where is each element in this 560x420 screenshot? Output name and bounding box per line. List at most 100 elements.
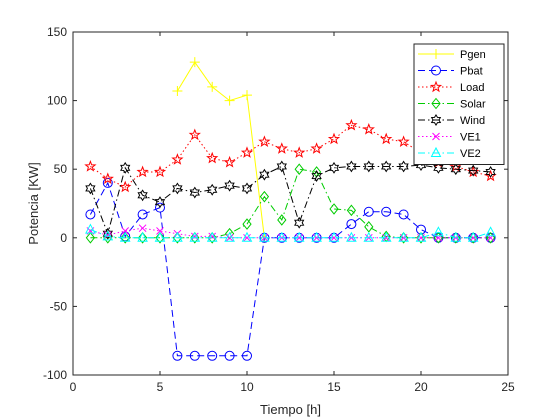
plot-area	[84, 57, 497, 361]
data-point	[223, 155, 236, 168]
data-point	[397, 135, 410, 147]
legend-box	[413, 43, 505, 165]
data-point	[84, 160, 97, 172]
data-point	[346, 231, 357, 242]
data-point	[451, 231, 461, 244]
data-point	[188, 128, 201, 141]
series-line	[90, 168, 491, 239]
legend-item-ve1: VE1	[418, 132, 481, 144]
legend-marker	[430, 114, 442, 126]
data-point	[243, 233, 251, 242]
data-point	[224, 231, 235, 242]
data-point	[207, 81, 218, 92]
data-point	[171, 153, 184, 165]
data-point	[206, 231, 218, 242]
data-point	[189, 350, 200, 361]
y-tick-label: 100	[47, 94, 67, 108]
y-tick-label: -50	[50, 299, 68, 313]
data-point	[136, 165, 149, 178]
data-point	[469, 233, 478, 242]
y-tick-label: 50	[54, 162, 68, 176]
data-point	[450, 163, 461, 176]
data-point	[381, 206, 392, 217]
data-point	[259, 168, 270, 181]
series-line	[176, 61, 265, 238]
x-tick-label: 15	[327, 380, 341, 394]
data-point	[467, 231, 479, 242]
legend-marker	[431, 49, 441, 59]
data-point	[138, 224, 147, 233]
legend-item-wind: Wind	[418, 114, 485, 127]
data-point	[259, 231, 270, 242]
data-point	[311, 231, 322, 242]
data-point	[276, 160, 287, 173]
data-point	[206, 151, 219, 164]
data-point	[154, 196, 166, 209]
legend-item-pgen: Pgen	[418, 49, 486, 61]
data-point	[380, 231, 392, 242]
legend-label: VE1	[460, 132, 481, 144]
data-point	[398, 209, 409, 220]
data-point	[102, 230, 114, 241]
data-point	[295, 233, 304, 242]
data-point	[328, 161, 340, 174]
y-axis-label: Potencia [KW]	[26, 162, 41, 244]
series-line	[90, 227, 491, 239]
data-point	[103, 231, 112, 239]
data-point	[345, 118, 358, 131]
data-point	[416, 224, 426, 235]
data-point	[224, 95, 235, 106]
data-point	[258, 135, 271, 147]
legend-marker	[429, 80, 443, 93]
data-point	[416, 231, 426, 244]
series-pgen	[172, 57, 270, 243]
data-point	[120, 231, 130, 244]
series-line	[89, 164, 491, 236]
y-tick-label: 0	[60, 231, 67, 245]
legend-label: Pbat	[460, 66, 483, 78]
data-point	[224, 179, 235, 192]
data-point	[172, 85, 183, 96]
data-point	[363, 206, 374, 217]
series-ve2	[85, 223, 496, 242]
data-point	[381, 160, 392, 173]
legend-item-pbat: Pbat	[418, 65, 483, 78]
data-point	[241, 231, 253, 242]
legend-label: Load	[460, 82, 484, 94]
data-point	[327, 132, 341, 145]
data-point	[362, 122, 375, 135]
data-point	[433, 226, 444, 237]
data-point	[137, 189, 148, 202]
data-point	[207, 350, 218, 361]
data-point	[85, 182, 96, 195]
data-point	[259, 190, 270, 203]
series-solar	[85, 163, 496, 244]
data-point	[277, 214, 287, 226]
data-point	[328, 231, 340, 242]
legend-item-solar: Solar	[418, 97, 486, 111]
data-point	[433, 161, 444, 174]
data-point	[293, 146, 306, 158]
data-point	[468, 164, 479, 177]
data-point	[382, 233, 391, 242]
data-point	[208, 232, 217, 241]
data-point	[311, 170, 322, 183]
data-point	[137, 231, 148, 242]
data-point	[172, 350, 183, 361]
data-point	[172, 231, 183, 242]
y-tick-label: -100	[43, 368, 67, 382]
data-point	[189, 231, 201, 242]
data-point	[154, 231, 166, 242]
legend-marker	[431, 97, 441, 110]
data-point	[310, 142, 323, 154]
data-point	[293, 231, 305, 242]
x-tick-label: 20	[414, 380, 428, 394]
data-point	[240, 146, 254, 158]
data-point	[137, 231, 148, 244]
data-point	[189, 186, 200, 199]
data-point	[190, 232, 199, 241]
data-point	[398, 231, 409, 242]
data-point	[380, 132, 393, 145]
data-point	[398, 160, 409, 173]
